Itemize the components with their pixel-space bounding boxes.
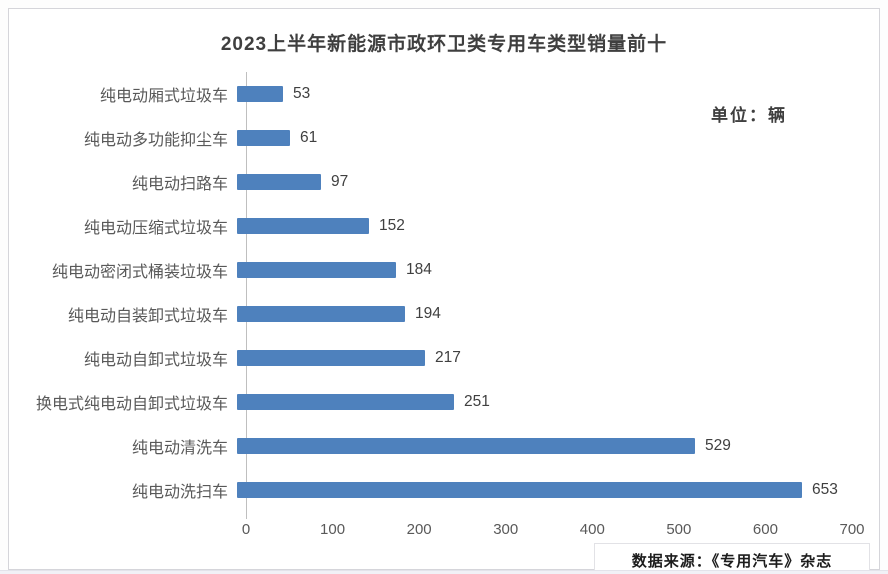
category-label: 换电式纯电动自卸式垃圾车 <box>35 396 228 413</box>
bar-row: 纯电动自卸式垃圾车 217 <box>25 336 885 380</box>
category-label: 纯电动清洗车 <box>131 440 228 457</box>
bar <box>237 394 454 410</box>
bar <box>237 438 695 454</box>
bar-row: 纯电动压缩式垃圾车 152 <box>25 204 885 248</box>
bar-value-label: 251 <box>464 393 490 410</box>
bar-row: 纯电动洗扫车 653 <box>25 468 885 512</box>
bar-value-label: 529 <box>705 437 731 454</box>
bar-row: 纯电动厢式垃圾车 53 <box>25 72 885 116</box>
bar-row: 纯电动扫路车 97 <box>25 160 885 204</box>
bar <box>237 86 283 102</box>
chart-title: 2023上半年新能源市政环卫类专用车类型销量前十 <box>220 34 668 55</box>
category-label: 纯电动压缩式垃圾车 <box>83 220 228 237</box>
bar-row: 纯电动多功能抑尘车 61 <box>25 116 885 160</box>
bar <box>237 218 369 234</box>
bar <box>237 482 802 498</box>
x-tick-label: 400 <box>579 521 605 538</box>
category-label: 纯电动厢式垃圾车 <box>99 88 228 105</box>
bar <box>237 306 405 322</box>
bar-row: 纯电动密闭式桶装垃圾车 184 <box>25 248 885 292</box>
unit-label: 单位：辆 <box>711 106 787 125</box>
category-label: 纯电动自装卸式垃圾车 <box>67 308 228 325</box>
bar-row: 纯电动清洗车 529 <box>25 424 885 468</box>
bar <box>237 262 396 278</box>
x-tick-label: 700 <box>839 521 865 538</box>
chart-card: 2023上半年新能源市政环卫类专用车类型销量前十 单位：辆 纯电动厢式垃圾车 53… <box>8 8 880 574</box>
source-box: 数据来源：《专用汽车》杂志 <box>594 543 870 574</box>
x-tick-label: 100 <box>320 521 346 538</box>
category-label: 纯电动多功能抑尘车 <box>83 132 228 149</box>
bar <box>237 350 425 366</box>
bar-value-label: 217 <box>435 349 461 366</box>
bar-row: 纯电动自装卸式垃圾车 194 <box>25 292 885 336</box>
bottom-strip <box>0 570 888 574</box>
bar <box>237 130 290 146</box>
bar <box>237 174 321 190</box>
bar-value-label: 152 <box>379 217 405 234</box>
category-label: 纯电动密闭式桶装垃圾车 <box>51 264 228 281</box>
bar-value-label: 97 <box>331 173 349 190</box>
bar-value-label: 653 <box>812 481 838 498</box>
x-tick-label: 200 <box>406 521 432 538</box>
x-tick-label: 600 <box>752 521 778 538</box>
category-label: 纯电动扫路车 <box>131 176 228 193</box>
category-label: 纯电动洗扫车 <box>131 484 228 501</box>
bar-row: 换电式纯电动自卸式垃圾车 251 <box>25 380 885 424</box>
bar-value-label: 194 <box>415 305 441 322</box>
x-tick-label: 300 <box>493 521 519 538</box>
x-tick-label: 0 <box>241 521 251 538</box>
x-tick-label: 500 <box>666 521 692 538</box>
bar-value-label: 184 <box>406 261 432 278</box>
bar-value-label: 53 <box>293 85 311 102</box>
source-label: 数据来源：《专用汽车》杂志 <box>631 552 833 570</box>
category-label: 纯电动自卸式垃圾车 <box>83 352 228 369</box>
bar-value-label: 61 <box>300 129 318 146</box>
bar-rows: 纯电动厢式垃圾车 53 纯电动多功能抑尘车 61 纯电动扫路车 97 纯电动压缩式垃圾车 15… <box>25 72 885 512</box>
y-axis-line <box>246 72 247 519</box>
x-axis-ticks: 0 100 200 300 400 500 600 700 <box>9 521 888 541</box>
